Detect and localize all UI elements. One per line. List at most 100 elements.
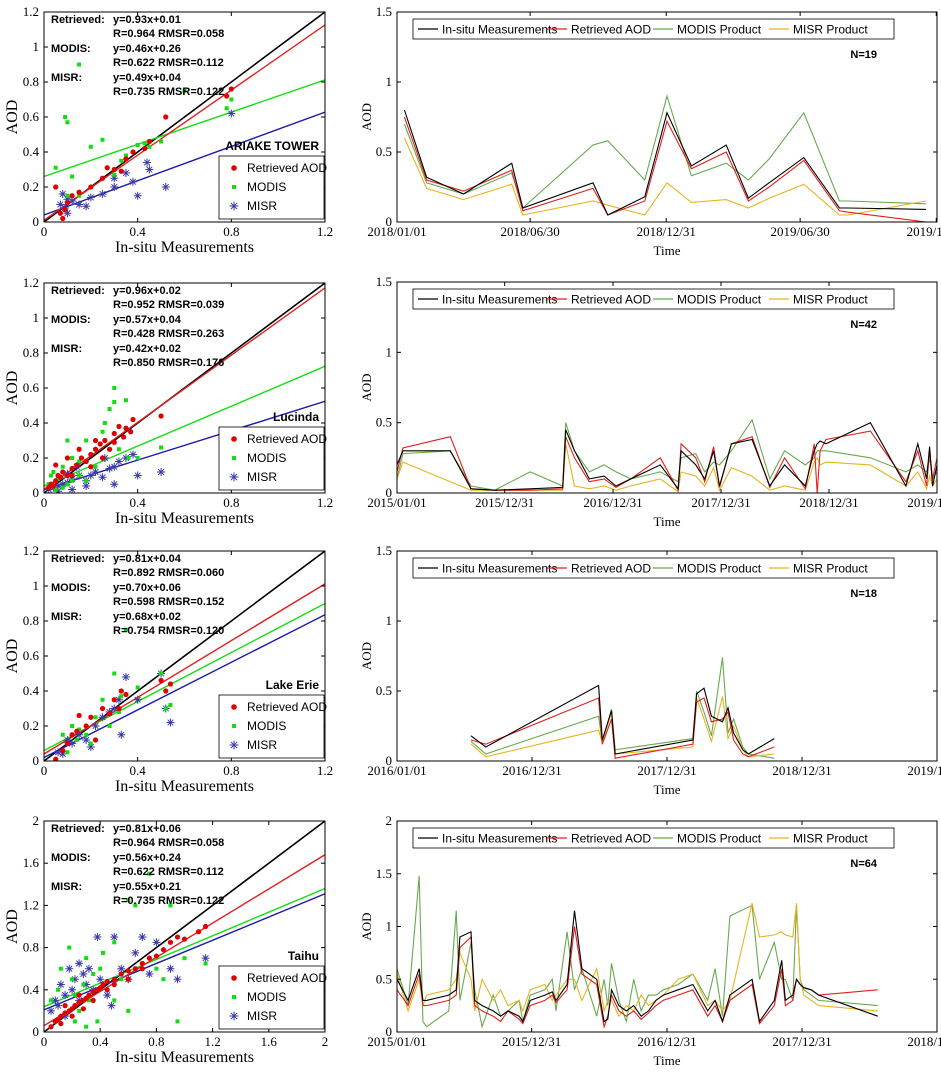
x-axis-label: In-situ Measurements [115, 778, 254, 795]
modis-point [101, 950, 106, 955]
x-tick-label: 2018/12/31 [907, 1034, 941, 1049]
x-tick-label: 2 [322, 1034, 329, 1049]
retrieved-point [116, 705, 122, 712]
retrieved-point [167, 681, 174, 687]
stats-label: Retrieved: [51, 553, 105, 565]
y-tick-label: 1 [386, 919, 393, 934]
legend-entry: MISR Product [793, 293, 868, 307]
retrieved-point [121, 434, 127, 440]
x-tick-label: 0.4 [130, 763, 147, 778]
misr-point [61, 991, 70, 1000]
retrieved-point [76, 446, 82, 452]
retrieved-point [104, 978, 110, 984]
retrieved-point [74, 462, 80, 468]
retrieved-point [60, 469, 66, 475]
misr-point [54, 748, 63, 757]
legend-entry: MISR [247, 738, 277, 752]
modis-point [175, 1019, 180, 1024]
retrieved-point [69, 193, 75, 199]
y-axis-label: AOD [4, 371, 21, 406]
legend-retrieved-marker [231, 165, 237, 171]
legend-entry: MISR Product [793, 832, 868, 846]
x-tick-label: 0 [41, 763, 48, 778]
x-tick-label: 2015/12/31 [475, 495, 534, 510]
retrieved-point [53, 184, 59, 190]
y-tick-label: 0.8 [23, 940, 39, 955]
stats-equation: y=0.93x+0.01 [113, 14, 181, 26]
modis-point [159, 445, 164, 450]
retrieved-point [160, 947, 167, 953]
modis-point [168, 703, 173, 707]
misr-point [133, 191, 142, 200]
misr-point [114, 695, 123, 704]
plot-area [44, 283, 325, 493]
stats-r-rmsr: R=0.952 RMSR=0.039 [113, 299, 224, 311]
stats-label: MODIS: [51, 314, 91, 326]
y-tick-label: 0.5 [376, 144, 392, 159]
misr-point [201, 954, 210, 963]
retrieved-point [123, 156, 129, 162]
misr-point [91, 722, 100, 730]
misr-point [58, 480, 67, 489]
modis-point [163, 706, 168, 711]
misr-point [93, 933, 102, 942]
misr-point [121, 673, 130, 681]
retrieved-point [57, 210, 63, 216]
legend-entry: Retrieved AOD [571, 23, 651, 37]
retrieved-point [111, 697, 117, 703]
y-axis-label: AOD [4, 100, 21, 135]
retrieved-point [163, 688, 169, 694]
x-axis-label: Time [654, 782, 681, 797]
retrieved-point [104, 987, 110, 993]
modis-point [168, 903, 173, 908]
misr-point [75, 959, 84, 968]
retrieved-point [78, 455, 85, 461]
retrieved-point [53, 462, 59, 468]
stats-equation: y=0.49x+0.04 [113, 72, 182, 84]
modis-point [84, 1024, 89, 1029]
timeseries-panel: 2016/01/01 2016/12/31 2017/12/31 2018/12/31… [359, 543, 941, 797]
retrieved-point [181, 936, 188, 942]
legend-modis-marker [232, 185, 236, 189]
y-axis-label: AOD [4, 909, 21, 944]
legend-entry: MISR Product [793, 562, 868, 576]
stats-r-rmsr: R=0.622 RMSR=0.112 [113, 866, 224, 878]
stats-equation: y=0.46x+0.26 [113, 43, 181, 55]
modis-point [229, 97, 234, 102]
modis-point [65, 193, 70, 198]
misr-point [107, 1001, 116, 1010]
stats-r-rmsr: R=0.598 RMSR=0.152 [113, 596, 224, 608]
misr-point [110, 704, 119, 713]
plot-frame [43, 820, 326, 1033]
retrieved-point [60, 215, 66, 222]
x-tick-label: 0.8 [223, 224, 239, 239]
modis-point [107, 724, 112, 728]
modis-point [77, 459, 82, 464]
legend-entry: MISR [247, 1009, 277, 1023]
retrieved-point [76, 999, 82, 1006]
x-tick-label: 0.4 [130, 495, 147, 510]
y-tick-label: 0.8 [23, 613, 39, 628]
misr-point [56, 980, 65, 989]
y-tick-label: 0 [33, 1024, 40, 1039]
misr-point [54, 1001, 63, 1010]
legend-entry: Retrieved AOD [571, 832, 651, 846]
modis-series-line [470, 657, 775, 759]
retrieved-point [123, 425, 129, 431]
x-tick-label: 0.4 [92, 1034, 109, 1049]
insitu-series-line [397, 421, 937, 491]
x-tick-label: 0.8 [223, 763, 239, 778]
plot-frame [396, 550, 938, 762]
modis-point [147, 144, 152, 149]
misr-point [75, 730, 84, 739]
sample-count: N=19 [850, 49, 877, 61]
stats-r-rmsr: R=0.428 RMSR=0.263 [113, 328, 224, 340]
y-tick-label: 1.5 [376, 274, 392, 289]
misr-point [121, 454, 130, 462]
legend-entry: MISR [247, 199, 277, 213]
misr-point [121, 169, 130, 177]
retrieved-point [69, 1013, 75, 1019]
x-axis-label: In-situ Measurements [115, 239, 254, 256]
retrieved-point [57, 474, 63, 480]
y-tick-label: 0 [386, 753, 393, 768]
